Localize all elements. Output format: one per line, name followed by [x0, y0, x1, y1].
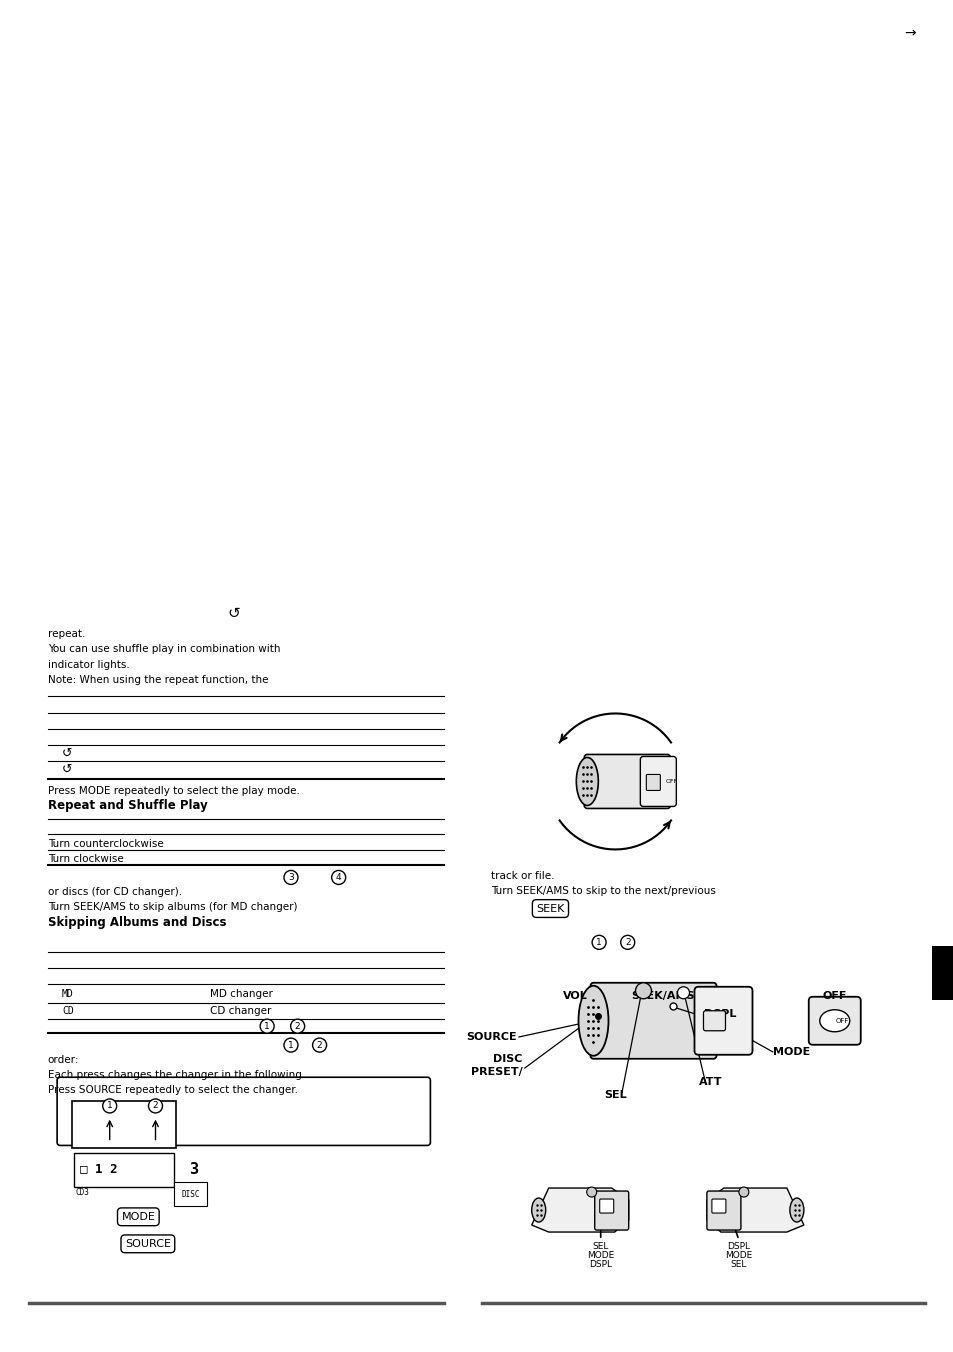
FancyBboxPatch shape: [931, 946, 953, 1000]
FancyBboxPatch shape: [702, 1011, 724, 1030]
FancyBboxPatch shape: [73, 1152, 174, 1187]
Text: PRESET/: PRESET/: [471, 1067, 522, 1078]
Text: ATT: ATT: [699, 1076, 721, 1087]
Ellipse shape: [576, 757, 598, 806]
Text: 4: 4: [335, 873, 341, 882]
FancyBboxPatch shape: [584, 754, 670, 808]
Circle shape: [677, 987, 689, 999]
Text: indicator lights.: indicator lights.: [48, 660, 130, 671]
Text: VOL: VOL: [562, 991, 587, 1002]
Text: SEEK/AMS: SEEK/AMS: [631, 991, 694, 1002]
Text: SOURCE: SOURCE: [125, 1238, 171, 1249]
Circle shape: [739, 1187, 748, 1197]
Text: DSPL: DSPL: [589, 1260, 612, 1270]
FancyBboxPatch shape: [645, 775, 659, 791]
Text: ↺: ↺: [227, 606, 240, 622]
Text: 3: 3: [189, 1161, 198, 1176]
Text: order:: order:: [48, 1055, 79, 1065]
Text: MD: MD: [62, 988, 73, 999]
Text: SEEK: SEEK: [536, 903, 564, 914]
Circle shape: [291, 1019, 304, 1033]
Text: Turn SEEK/AMS to skip to the next/previous: Turn SEEK/AMS to skip to the next/previo…: [491, 886, 716, 896]
Text: MODE: MODE: [121, 1211, 155, 1222]
Circle shape: [284, 1038, 297, 1052]
Text: OFF: OFF: [664, 779, 677, 784]
Ellipse shape: [789, 1198, 803, 1222]
FancyBboxPatch shape: [57, 1078, 430, 1145]
Text: SEL: SEL: [592, 1242, 608, 1251]
Text: You can use shuffle play in combination with: You can use shuffle play in combination …: [48, 644, 280, 654]
Text: 1: 1: [107, 1102, 112, 1110]
Text: track or file.: track or file.: [491, 871, 555, 882]
Circle shape: [260, 1019, 274, 1033]
Text: Repeat and Shuffle Play: Repeat and Shuffle Play: [48, 799, 207, 813]
Text: Press SOURCE repeatedly to select the changer.: Press SOURCE repeatedly to select the ch…: [48, 1084, 297, 1095]
Text: 1: 1: [596, 938, 601, 946]
Text: CD changer: CD changer: [210, 1006, 271, 1017]
Text: DSPL: DSPL: [703, 1009, 736, 1019]
Text: SOURCE: SOURCE: [466, 1032, 517, 1042]
Text: or discs (for CD changer).: or discs (for CD changer).: [48, 887, 182, 898]
Ellipse shape: [578, 986, 608, 1056]
Text: Each press changes the changer in the following: Each press changes the changer in the fo…: [48, 1069, 301, 1080]
FancyBboxPatch shape: [590, 983, 716, 1059]
FancyBboxPatch shape: [808, 996, 860, 1045]
FancyBboxPatch shape: [71, 1101, 176, 1148]
FancyBboxPatch shape: [594, 1191, 628, 1230]
Circle shape: [620, 936, 634, 949]
Text: DISC: DISC: [493, 1053, 522, 1064]
Text: Turn counterclockwise: Turn counterclockwise: [48, 838, 163, 849]
Text: Note: When using the repeat function, the: Note: When using the repeat function, th…: [48, 675, 268, 685]
Circle shape: [103, 1099, 116, 1113]
Circle shape: [332, 871, 345, 884]
FancyBboxPatch shape: [711, 1199, 725, 1213]
Text: Skipping Albums and Discs: Skipping Albums and Discs: [48, 915, 226, 929]
Text: 1: 1: [264, 1022, 270, 1030]
Text: 2: 2: [624, 938, 630, 946]
Text: SEL: SEL: [603, 1090, 626, 1101]
Text: →: →: [903, 27, 915, 41]
Text: 2: 2: [294, 1022, 300, 1030]
FancyBboxPatch shape: [639, 757, 676, 806]
Text: ↺: ↺: [62, 763, 72, 776]
Text: OFF: OFF: [835, 1018, 848, 1023]
Polygon shape: [706, 1188, 803, 1232]
FancyBboxPatch shape: [599, 1199, 613, 1213]
Text: MODE: MODE: [772, 1046, 810, 1057]
Text: MODE: MODE: [724, 1251, 752, 1260]
Text: CD3: CD3: [75, 1188, 90, 1198]
Text: Turn clockwise: Turn clockwise: [48, 853, 123, 864]
FancyBboxPatch shape: [706, 1191, 740, 1230]
Text: MODE: MODE: [586, 1251, 614, 1260]
Ellipse shape: [819, 1010, 849, 1032]
Text: DSPL: DSPL: [726, 1242, 750, 1251]
Text: CD: CD: [62, 1006, 73, 1017]
Text: Turn SEEK/AMS to skip albums (for MD changer): Turn SEEK/AMS to skip albums (for MD cha…: [48, 902, 297, 913]
Text: DISC: DISC: [181, 1190, 199, 1199]
Text: 3: 3: [288, 873, 294, 882]
Text: 2: 2: [316, 1041, 322, 1049]
Circle shape: [149, 1099, 162, 1113]
Text: 2: 2: [152, 1102, 158, 1110]
Ellipse shape: [531, 1198, 545, 1222]
Text: MD changer: MD changer: [210, 988, 273, 999]
Text: □ 1 2: □ 1 2: [80, 1163, 117, 1176]
Text: OFF: OFF: [821, 991, 846, 1002]
FancyBboxPatch shape: [694, 987, 752, 1055]
Text: Press MODE repeatedly to select the play mode.: Press MODE repeatedly to select the play…: [48, 786, 299, 796]
Circle shape: [586, 1187, 596, 1197]
Circle shape: [313, 1038, 326, 1052]
Text: ↺: ↺: [62, 746, 72, 760]
Circle shape: [635, 983, 651, 999]
Polygon shape: [531, 1188, 628, 1232]
Text: 1: 1: [288, 1041, 294, 1049]
Circle shape: [284, 871, 297, 884]
Circle shape: [592, 936, 605, 949]
Text: SEL: SEL: [730, 1260, 746, 1270]
Text: repeat.: repeat.: [48, 629, 85, 639]
